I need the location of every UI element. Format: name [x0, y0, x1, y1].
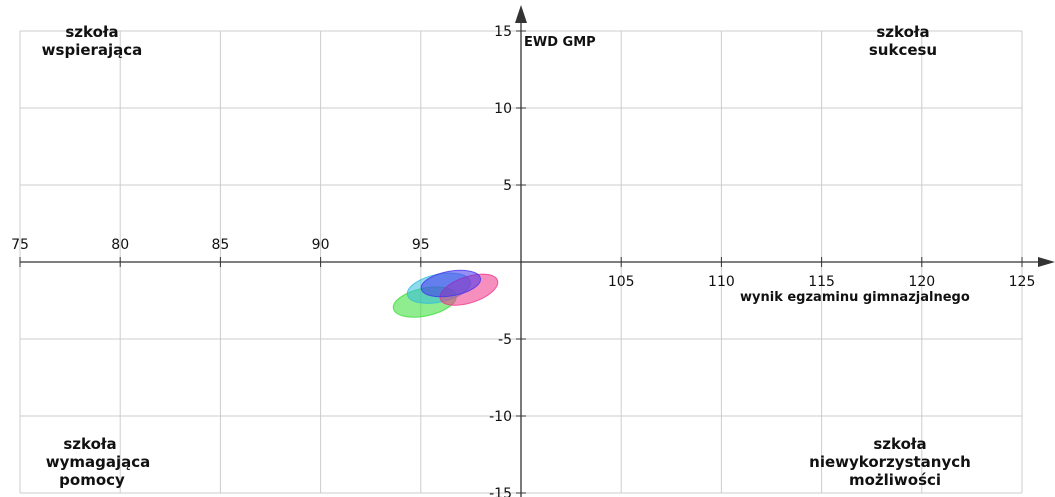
quadrant-text: szkoła — [876, 23, 929, 41]
y-tick-label: -10 — [489, 409, 512, 425]
quadrant-text: szkoła — [873, 435, 926, 453]
y-tick-label: -5 — [498, 332, 512, 348]
y-axis-arrow — [515, 5, 527, 23]
quadrant-text: niewykorzystanych — [809, 453, 971, 471]
x-axis-arrow — [1038, 257, 1055, 267]
x-tick-label: 115 — [808, 274, 835, 290]
y-tick-label: 5 — [503, 178, 512, 194]
x-tick-label: 95 — [412, 237, 430, 253]
x-tick-label: 80 — [111, 237, 129, 253]
quadrant-label-bottom-left: szkoła wymagająca pomocy — [46, 435, 151, 489]
quadrant-text: możliwości — [849, 471, 941, 489]
x-tick-label: 90 — [312, 237, 330, 253]
quadrant-text: szkoła — [63, 435, 116, 453]
y-tick-label: 15 — [494, 24, 512, 40]
data-ellipses — [392, 269, 499, 318]
x-tick-label: 75 — [11, 237, 29, 253]
y-tick-label: 10 — [494, 101, 512, 117]
quadrant-label-top-right: szkoła sukcesu — [869, 23, 937, 59]
x-axis-label: wynik egzaminu gimnazjalnego — [740, 290, 970, 305]
quadrant-label-top-left: szkoła wspierająca — [42, 23, 143, 59]
quadrant-label-bottom-right: szkoła niewykorzystanych możliwości — [809, 435, 971, 489]
x-tick-label: 125 — [1009, 274, 1036, 290]
x-tick-label: 110 — [708, 274, 735, 290]
quadrant-text: sukcesu — [869, 41, 937, 59]
quadrant-text: szkoła — [65, 23, 118, 41]
y-tick-label: -15 — [489, 486, 512, 497]
x-tick-label: 120 — [908, 274, 935, 290]
axes — [19, 5, 1055, 497]
x-tick-label: 85 — [211, 237, 229, 253]
x-tick-label: 105 — [608, 274, 635, 290]
y-axis-label: EWD GMP — [524, 35, 596, 50]
quadrant-text: wspierająca — [42, 41, 143, 59]
quadrant-text: pomocy — [59, 471, 125, 489]
quadrant-text: wymagająca — [46, 453, 151, 471]
data-ellipse — [420, 269, 482, 298]
